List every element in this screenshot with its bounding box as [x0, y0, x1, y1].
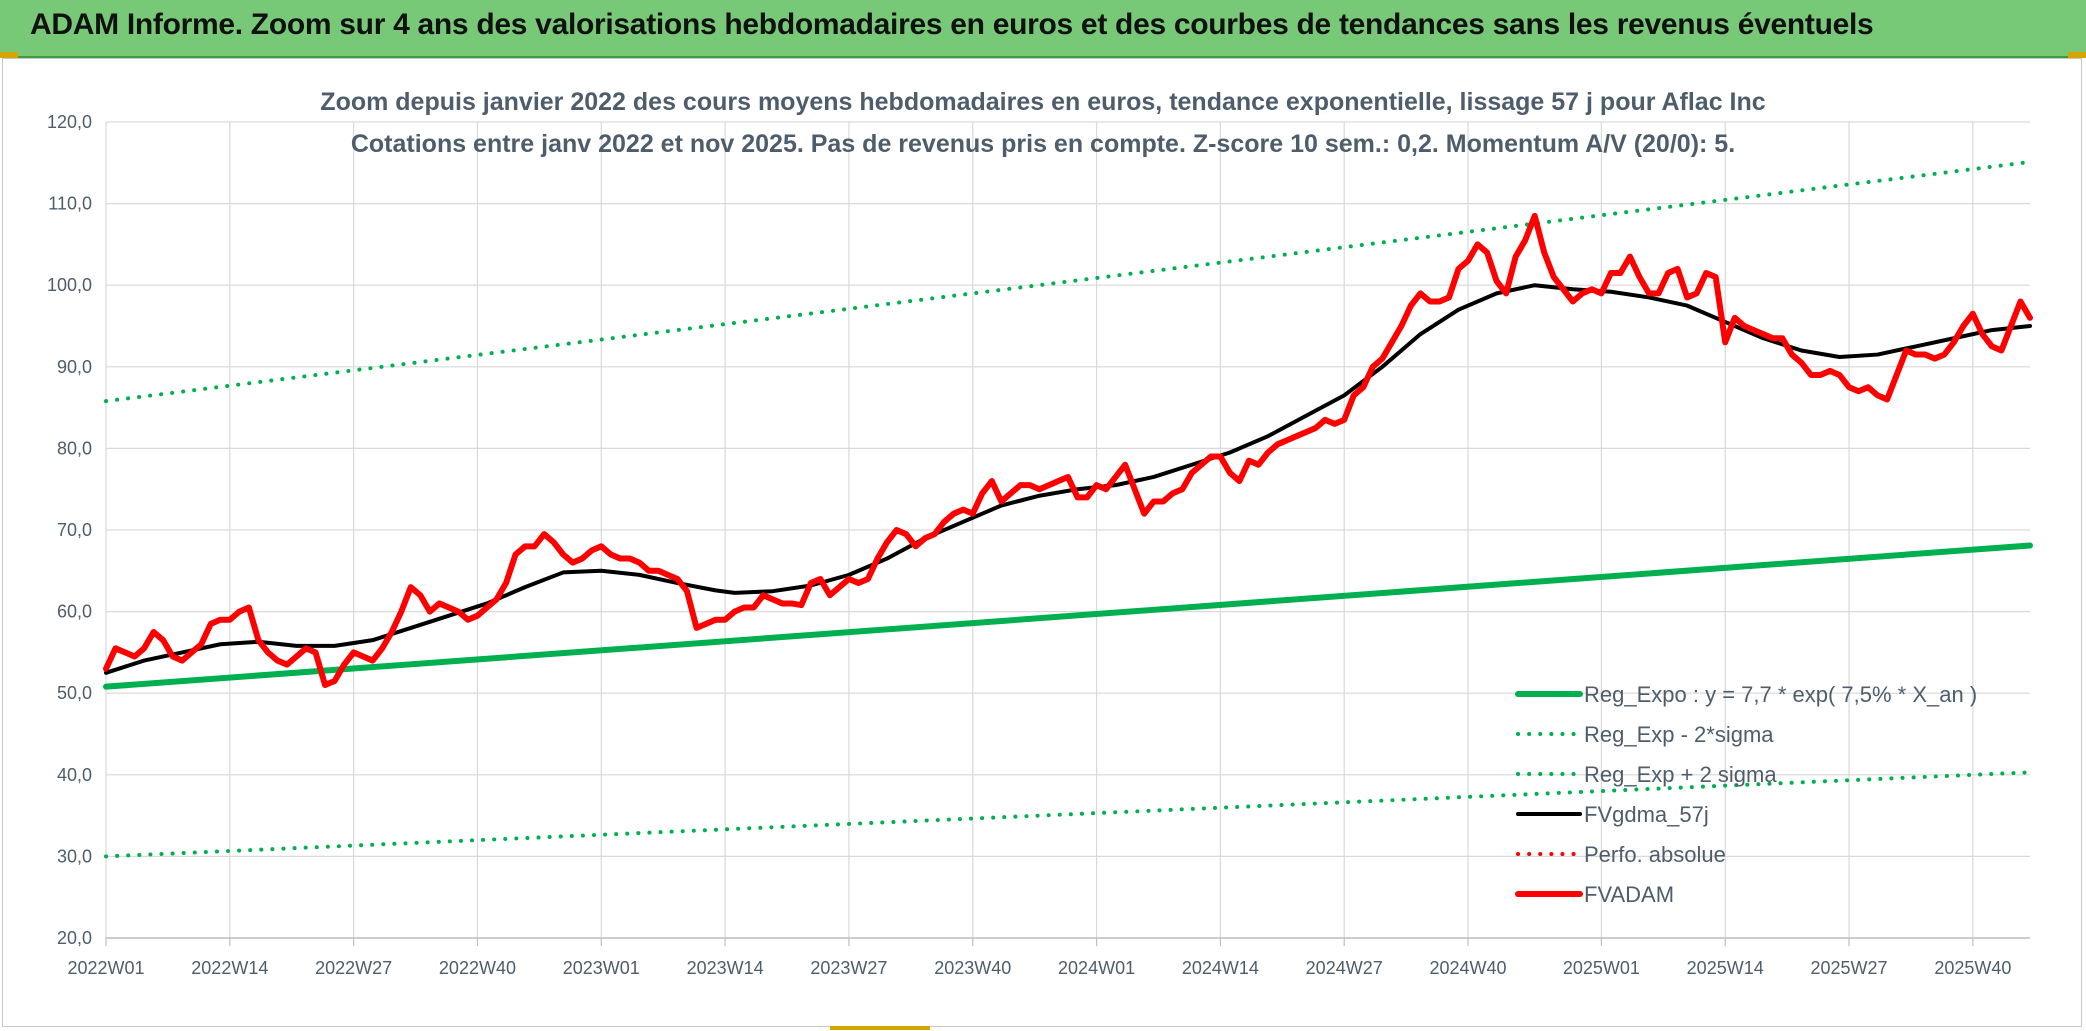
x-tick-label: 2022W01 — [67, 958, 144, 978]
series-line-fvgdma-57j — [104, 283, 2032, 675]
legend-label: FVgdma_57j — [1584, 802, 1709, 827]
x-tick-label: 2023W01 — [563, 958, 640, 978]
y-tick-label: 30,0 — [57, 846, 92, 866]
x-tick-label: 2025W01 — [1563, 958, 1640, 978]
axes: 20,0 30,0 40,0 50,0 60,0 70,0 80,0 90,0 100,0 110… — [47, 112, 2030, 978]
series-line-reg-exp-2-sigma — [104, 159, 2032, 404]
series-line-fvadam — [103, 212, 2033, 689]
y-tick-label: 120,0 — [47, 112, 92, 132]
y-tick-label: 70,0 — [57, 520, 92, 540]
gold-accent-left — [0, 52, 18, 58]
y-tick-label: 100,0 — [47, 275, 92, 295]
x-tick-label: 2024W40 — [1430, 958, 1507, 978]
y-tick-label: 80,0 — [57, 438, 92, 458]
gold-accent-bottom — [830, 1026, 930, 1030]
y-tick-label: 50,0 — [57, 683, 92, 703]
x-tick-label: 2025W40 — [1934, 958, 2011, 978]
chart-title-line-2: Cotations entre janv 2022 et nov 2025. P… — [351, 130, 1735, 158]
chart-title-line-1: Zoom depuis janvier 2022 des cours moyen… — [320, 88, 1765, 116]
x-tick-label: 2025W27 — [1810, 958, 1887, 978]
header-banner: ADAM Informe. Zoom sur 4 ans des valoris… — [0, 0, 2086, 58]
y-tick-label: 20,0 — [57, 928, 92, 948]
x-tick-label: 2024W14 — [1182, 958, 1259, 978]
x-tick-label: 2023W40 — [934, 958, 1011, 978]
series-line-reg-exp-2-sigma — [104, 770, 2032, 859]
y-tick-label: 60,0 — [57, 602, 92, 622]
x-tick-label: 2025W14 — [1687, 958, 1764, 978]
chart-frame — [2, 58, 2082, 1027]
x-tick-label: 2024W27 — [1306, 958, 1383, 978]
gold-accent-right — [2068, 52, 2086, 58]
grid — [105, 121, 2030, 939]
legend-label: Perfo. absolue — [1584, 842, 1726, 867]
x-tick-label: 2023W27 — [810, 958, 887, 978]
banner-title: ADAM Informe. Zoom sur 4 ans des valoris… — [30, 8, 1874, 41]
y-tick-label: 40,0 — [57, 765, 92, 785]
x-tick-label: 2022W27 — [315, 958, 392, 978]
legend: Reg_Expo : y = 7,7 * exp( 7,5% * X_an ) R… — [1515, 682, 1977, 907]
legend-label: FVADAM — [1584, 882, 1674, 907]
legend-label: Reg_Exp - 2*sigma — [1584, 722, 1774, 747]
legend-label: Reg_Exp + 2 sigma — [1584, 762, 1777, 787]
y-tick-label: 110,0 — [48, 194, 92, 214]
series-layer — [103, 159, 2033, 859]
y-tick-label: 90,0 — [57, 357, 92, 377]
x-tick-label: 2023W14 — [687, 958, 764, 978]
x-tick-label: 2022W40 — [439, 958, 516, 978]
x-tick-label: 2022W14 — [191, 958, 268, 978]
series-line-reg-expo-y-7-7-exp-7-5-x-an — [103, 542, 2033, 690]
x-tick-label: 2024W01 — [1058, 958, 1135, 978]
legend-label: Reg_Expo : y = 7,7 * exp( 7,5% * X_an ) — [1584, 682, 1977, 707]
